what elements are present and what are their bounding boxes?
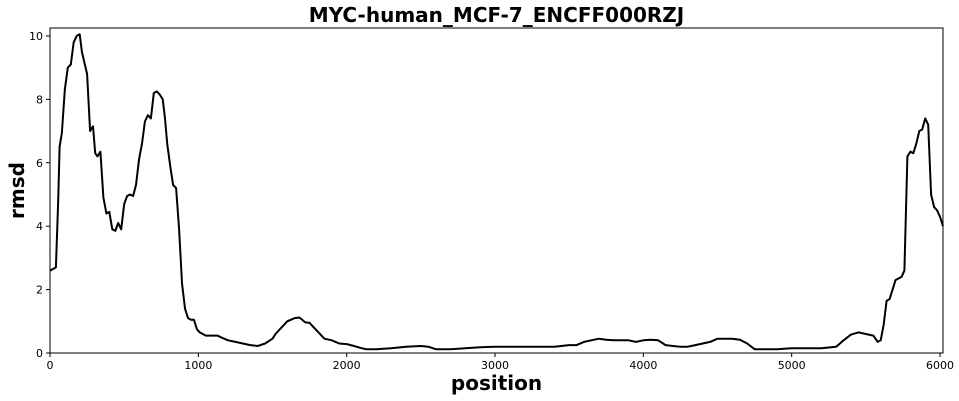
chart-title: MYC-human_MCF-7_ENCFF000RZJ — [309, 3, 685, 27]
y-axis-label: rmsd — [5, 162, 29, 219]
plot-frame — [49, 27, 944, 354]
y-tick-label: 4 — [36, 220, 43, 233]
x-tick-label: 6000 — [926, 359, 954, 372]
x-tick-label: 5000 — [778, 359, 806, 372]
x-axis-ticks: 0 1000 2000 3000 4000 5000 6000 — [47, 353, 954, 372]
y-tick-label: 2 — [36, 284, 43, 297]
x-tick-label: 0 — [47, 359, 54, 372]
y-tick-label: 8 — [36, 93, 43, 106]
x-tick-label: 1000 — [184, 359, 212, 372]
x-tick-label: 3000 — [481, 359, 509, 372]
x-axis-label: position — [451, 371, 542, 395]
y-tick-label: 0 — [36, 347, 43, 360]
x-tick-label: 4000 — [629, 359, 657, 372]
y-tick-label: 10 — [29, 30, 43, 43]
y-tick-label: 6 — [36, 157, 43, 170]
x-tick-label: 2000 — [333, 359, 361, 372]
y-axis-ticks: 0 2 4 6 8 10 — [29, 30, 50, 360]
series-line — [49, 33, 944, 351]
